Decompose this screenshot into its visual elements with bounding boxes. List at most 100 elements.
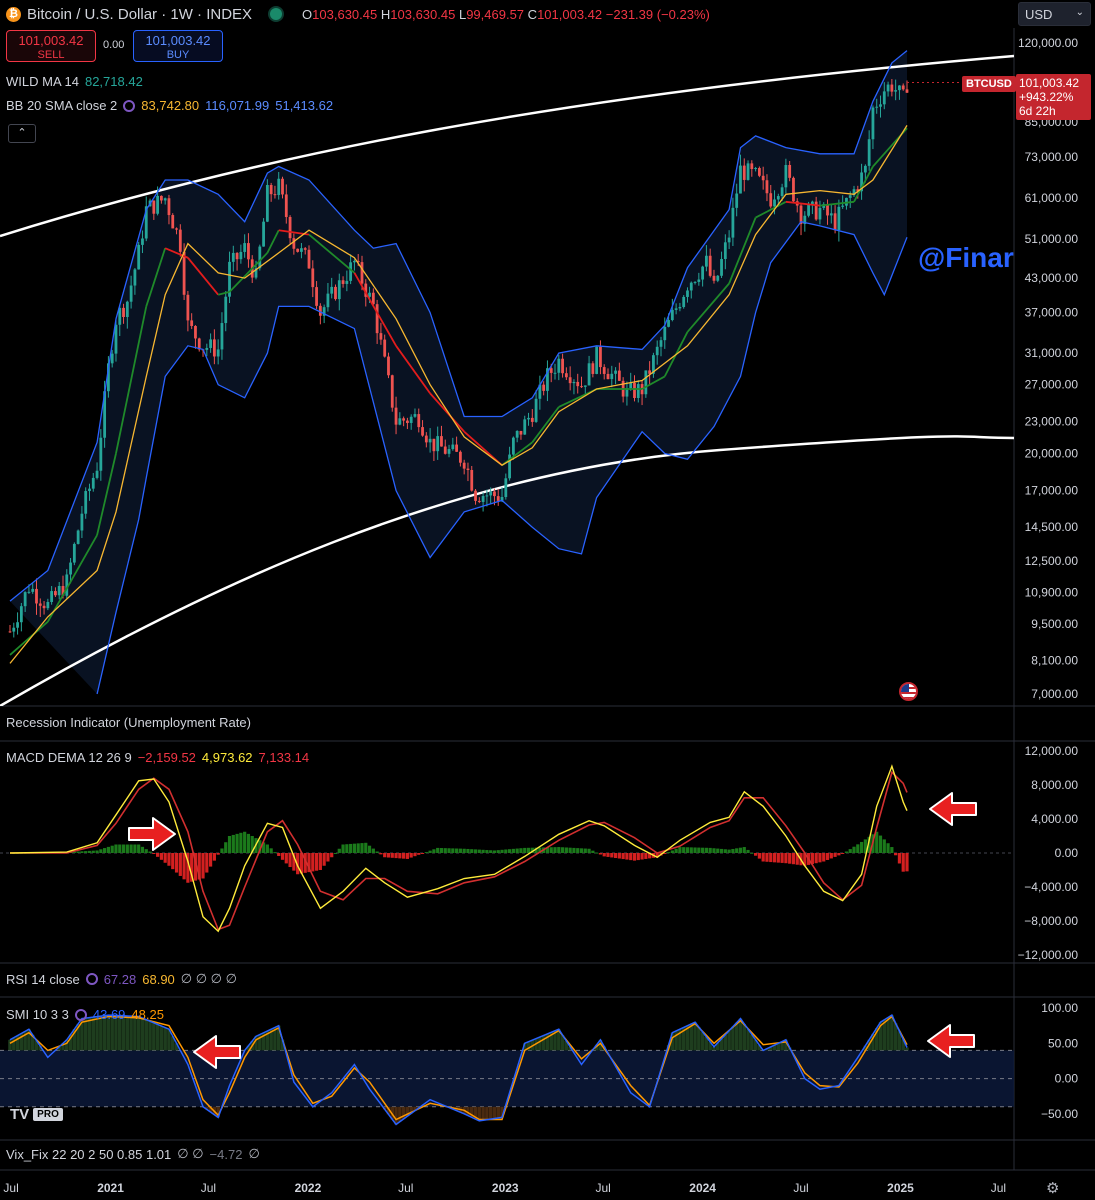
candle-body bbox=[447, 449, 451, 454]
macd-histogram-bar bbox=[443, 848, 447, 853]
candle-body bbox=[38, 603, 42, 606]
macd-histogram-bar bbox=[174, 853, 179, 873]
macd-histogram-bar bbox=[345, 844, 349, 853]
candle-body bbox=[50, 591, 54, 602]
candle-body bbox=[76, 530, 80, 544]
macd-histogram-bar bbox=[708, 847, 712, 853]
candle-body bbox=[209, 339, 212, 348]
candle-body bbox=[129, 285, 133, 302]
candle-body bbox=[591, 363, 595, 374]
legend-recession[interactable]: Recession Indicator (Unemployment Rate) bbox=[6, 715, 251, 730]
candle-body bbox=[212, 339, 216, 357]
candle-body bbox=[595, 346, 599, 374]
macd-histogram-bar bbox=[273, 852, 277, 854]
symbol-title[interactable]: Bitcoin / U.S. Dollar · 1W · INDEX bbox=[27, 5, 253, 23]
macd-histogram-bar bbox=[190, 853, 194, 882]
candle-body bbox=[205, 347, 209, 350]
legend-bollinger[interactable]: BB 20 SMA close 2 83,742.80 116,071.99 5… bbox=[6, 98, 334, 113]
candle-body bbox=[826, 204, 829, 216]
macd-histogram-bar bbox=[735, 848, 739, 853]
candle-body bbox=[810, 201, 814, 205]
macd-histogram-bar bbox=[810, 853, 814, 865]
macd-histogram-bar bbox=[587, 848, 591, 853]
candle-body bbox=[659, 340, 663, 347]
wild-ma-segment bbox=[429, 392, 465, 433]
candle-body bbox=[247, 243, 250, 260]
wild-ma-segment bbox=[395, 345, 431, 394]
time-axis-label: 2023 bbox=[492, 1181, 519, 1195]
candle-body bbox=[901, 85, 905, 90]
macd-histogram-bar bbox=[655, 853, 659, 858]
collapse-legend-button[interactable]: ⌃ bbox=[8, 124, 36, 143]
candle-body bbox=[69, 562, 72, 575]
macd-histogram-bar bbox=[530, 847, 534, 853]
macd-histogram-bar bbox=[326, 853, 330, 862]
macd-histogram-bar bbox=[390, 853, 394, 858]
buy-button[interactable]: 101,003.42 BUY bbox=[133, 30, 223, 62]
macd-histogram-bar bbox=[583, 848, 587, 853]
candle-body bbox=[194, 325, 197, 339]
market-status-icon[interactable] bbox=[270, 8, 283, 20]
candle-body bbox=[337, 280, 341, 300]
candle-body bbox=[663, 326, 667, 341]
sell-button[interactable]: 101,003.42 SELL bbox=[6, 30, 96, 62]
time-axis-label: Jul bbox=[201, 1181, 216, 1195]
legend-vix-fix[interactable]: Vix_Fix 22 20 2 50 0.85 1.01 ∅ ∅ −4.72 ∅ bbox=[6, 1146, 260, 1162]
macd-histogram-bar bbox=[784, 853, 788, 864]
candle-body bbox=[235, 252, 239, 260]
candle-body bbox=[16, 622, 19, 628]
candle-body bbox=[674, 308, 678, 310]
candle-body bbox=[655, 346, 659, 356]
candle-body bbox=[905, 89, 909, 93]
candle-body bbox=[633, 382, 636, 398]
macd-histogram-bar bbox=[383, 853, 387, 858]
macd-histogram-bar bbox=[765, 853, 769, 862]
spread-value: 0.00 bbox=[103, 39, 125, 51]
candle-body bbox=[27, 591, 31, 593]
wild-ma-segment bbox=[164, 247, 189, 259]
candle-body bbox=[564, 373, 568, 378]
candle-body bbox=[360, 262, 364, 284]
currency-select[interactable]: USD ⌄ bbox=[1018, 2, 1091, 26]
macd-histogram-bar bbox=[277, 853, 281, 856]
change-value: −231.39 (−0.23%) bbox=[605, 6, 710, 22]
symbol-header[interactable]: ₿ Bitcoin / U.S. Dollar · 1W · INDEX O10… bbox=[6, 3, 710, 25]
legend-rsi[interactable]: RSI 14 close 67.28 68.90 ∅ ∅ ∅ ∅ bbox=[6, 971, 237, 987]
candle-body bbox=[353, 260, 356, 263]
macd-histogram-bar bbox=[470, 849, 474, 853]
price-axis-label: 14,500.00 bbox=[1025, 520, 1079, 534]
us-flag-icon[interactable] bbox=[899, 682, 918, 701]
cycle-icon bbox=[123, 99, 136, 112]
cycle-icon bbox=[85, 973, 98, 985]
candle-body bbox=[837, 206, 841, 231]
candle-body bbox=[553, 372, 557, 374]
candle-body bbox=[110, 353, 114, 364]
macd-histogram-bar bbox=[299, 853, 304, 874]
macd-histogram-bar bbox=[511, 848, 515, 853]
macd-histogram-bar bbox=[644, 853, 648, 859]
macd-histogram-bar bbox=[859, 841, 864, 853]
candle-body bbox=[383, 339, 387, 357]
candle-body bbox=[652, 355, 655, 374]
macd-histogram-bar bbox=[280, 853, 285, 860]
candle-body bbox=[371, 292, 375, 305]
candle-body bbox=[807, 204, 810, 216]
legend-macd[interactable]: MACD DEMA 12 26 9 −2,159.52 4,973.62 7,1… bbox=[6, 750, 310, 765]
candle-body bbox=[625, 388, 629, 397]
candle-body bbox=[300, 248, 303, 252]
macd-histogram-bar bbox=[466, 848, 470, 853]
legend-wild-ma[interactable]: WILD MA 14 82,718.42 bbox=[6, 74, 143, 89]
macd-histogram-bar bbox=[477, 849, 481, 853]
smi-line bbox=[9, 1014, 908, 1126]
gear-icon[interactable]: ⚙ bbox=[1046, 1180, 1060, 1197]
macd-histogram-bar bbox=[87, 850, 92, 853]
candle-body bbox=[481, 496, 485, 502]
candle-body bbox=[466, 468, 470, 470]
legend-smi[interactable]: SMI 10 3 3 43.69 48.25 bbox=[6, 1007, 164, 1022]
macd-histogram-bar bbox=[72, 851, 76, 853]
candle-body bbox=[65, 574, 69, 596]
candle-body bbox=[689, 282, 693, 291]
wild-ma-segment bbox=[463, 430, 503, 466]
macd-axis-label: −12,000.00 bbox=[1018, 948, 1079, 962]
